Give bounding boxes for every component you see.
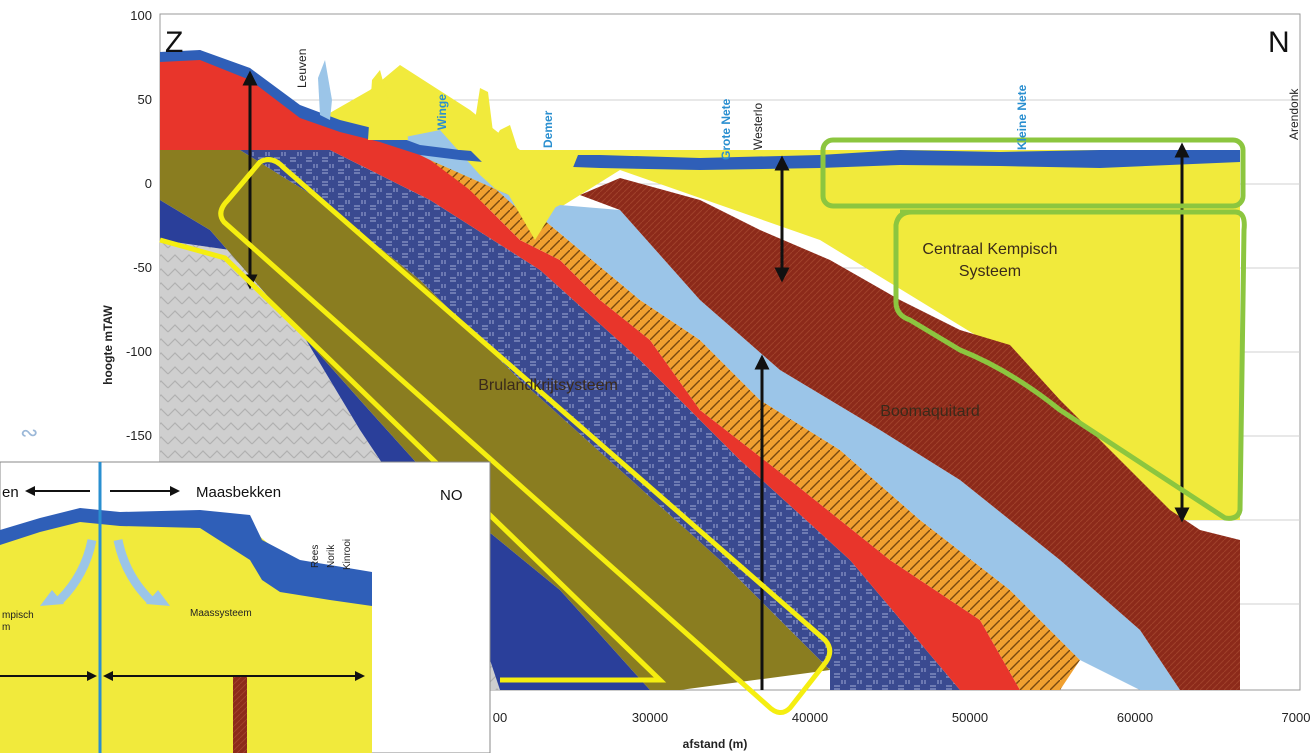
x-tick: 40000 <box>792 710 828 725</box>
inset-surface-layer <box>0 508 372 606</box>
inset-corner-label: NO <box>440 487 463 504</box>
boom-clay-layer <box>580 178 1240 690</box>
y-tick: -100 <box>126 344 152 359</box>
inset-unit-left-2: m <box>2 622 10 633</box>
x-tick: 00 <box>493 710 507 725</box>
olive-layer <box>160 150 830 690</box>
river-label: Grote Nete <box>719 98 733 160</box>
yellow-hills <box>368 68 518 150</box>
place-label: Arendonk <box>1287 88 1301 140</box>
inset-right-label: Maasbekken <box>196 484 281 501</box>
corner-label-south: Z <box>165 26 183 59</box>
inset-unit-right: Maassysteem <box>190 608 252 619</box>
inset-small-label: Kinrooi <box>342 539 353 570</box>
x-tick: 60000 <box>1117 710 1153 725</box>
x-tick: 30000 <box>632 710 668 725</box>
place-labels: Leuven Westerlo Arendonk <box>295 49 1301 150</box>
y-tick: 100 <box>130 8 152 23</box>
inset-flow-arrow-left <box>56 539 97 604</box>
y-tick: -50 <box>133 260 152 275</box>
inset-panel: en Maasbekken NO mpisch m Maassysteem Re… <box>0 461 491 753</box>
x-axis-title: afstand (m) <box>683 737 748 751</box>
inset-unit-left: mpisch <box>2 610 34 621</box>
x-tick: 7000 <box>1282 710 1311 725</box>
y-tick: 50 <box>138 92 152 107</box>
orange-layer <box>430 160 1080 690</box>
inset-small-label: Norik <box>326 544 337 568</box>
brulandkrijt-layer <box>240 150 960 690</box>
cropped-logo-fragment: ∾ <box>20 420 38 445</box>
y-tick: -150 <box>126 428 152 443</box>
river-labels: Winge Demer Grote Nete Kleine Nete <box>435 84 1029 160</box>
inset-clay-column <box>233 676 247 753</box>
river-label: Winge <box>435 94 449 130</box>
navy-layer <box>160 200 650 690</box>
inset-arrows <box>0 486 365 681</box>
unit-label-kempisch-2: Systeem <box>959 263 1021 280</box>
river-label: Demer <box>541 110 555 148</box>
unit-label-kempisch: Centraal Kempisch <box>922 241 1057 258</box>
place-label: Leuven <box>295 49 309 88</box>
demer-wedge <box>470 150 580 240</box>
unit-label-brulandkrijt: Brulandkrijtsysteem <box>478 377 618 394</box>
surface-layer <box>160 50 1240 170</box>
x-tick: 50000 <box>952 710 988 725</box>
inset-flow-arrow-right <box>113 539 154 604</box>
green-highlight-kempisch <box>893 209 1247 521</box>
x-axis: 00 30000 40000 50000 60000 7000 afstand … <box>493 710 1311 751</box>
place-label: Westerlo <box>751 103 765 150</box>
river-label: Kleine Nete <box>1015 84 1029 150</box>
light-blue-layer <box>390 130 1180 690</box>
winge-lobe <box>318 60 332 120</box>
corner-label-north: N <box>1268 26 1290 59</box>
unit-label-boom: Boomaquitard <box>880 403 980 420</box>
inset-small-label: Rees <box>310 545 321 568</box>
inset-left-label: en <box>2 484 19 501</box>
green-highlight-surface <box>820 137 1246 209</box>
yellow-highlight-brulandkrijt <box>218 157 833 715</box>
y-axis-title: hoogte mTAW <box>101 304 115 384</box>
y-tick: 0 <box>145 176 152 191</box>
y-axis: 100 50 0 -50 -100 -150 hoogte mTAW <box>101 8 152 443</box>
